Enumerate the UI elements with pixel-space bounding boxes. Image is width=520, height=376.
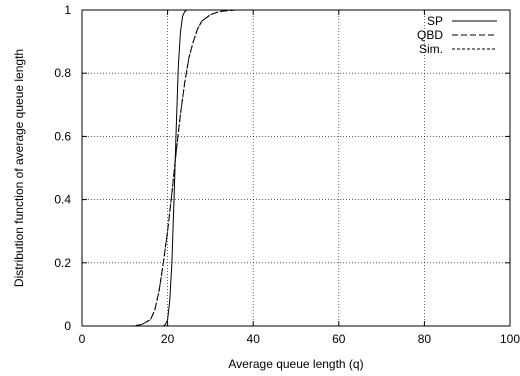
plot-frame	[81, 9, 511, 327]
x-axis-label: Average queue length (q)	[228, 357, 363, 371]
x-tick-label: 40	[247, 332, 261, 346]
x-tick-label: 100	[500, 332, 520, 346]
y-tick-label: 1	[64, 3, 71, 17]
series-lines	[82, 9, 510, 327]
grid-lines	[82, 10, 510, 326]
legend-label: SP	[427, 14, 443, 28]
legend-label: QBD	[417, 28, 443, 42]
y-tick-label: 0.6	[54, 129, 71, 143]
y-tick-label: 0	[64, 319, 71, 333]
legend-label: Sim.	[419, 42, 443, 56]
x-tick-label: 20	[161, 332, 175, 346]
y-tick-label: 0.8	[54, 66, 71, 80]
x-tick-label: 60	[332, 332, 346, 346]
axis-ticks: 0 20 40 60 80 100 0 0.2 0.4 0.6 0.8 1	[54, 3, 520, 346]
y-axis-label: Distribution function of average queue l…	[12, 49, 26, 287]
series-line-3	[82, 9, 510, 327]
series-line-1	[82, 9, 510, 327]
x-tick-label: 80	[418, 332, 432, 346]
y-tick-label: 0.4	[54, 193, 71, 207]
y-tick-label: 0.2	[54, 256, 71, 270]
x-tick-label: 0	[79, 332, 86, 346]
series-line-2	[82, 9, 510, 327]
